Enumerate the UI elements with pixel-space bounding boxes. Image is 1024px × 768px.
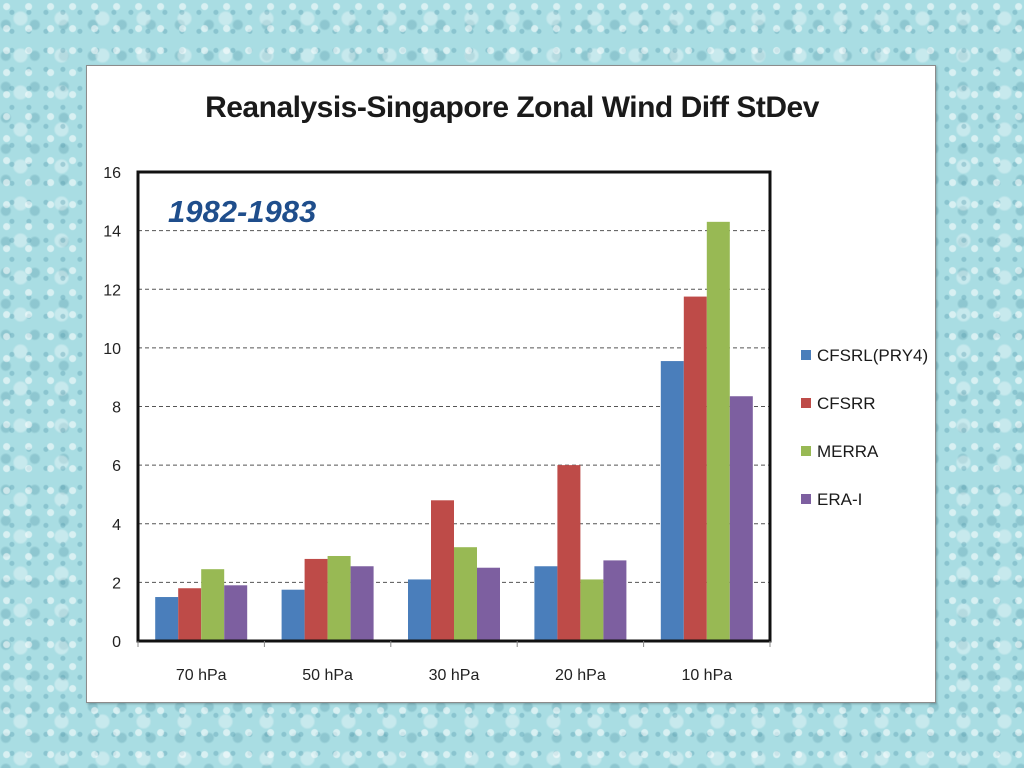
x-tick-label-30-hpa: 30 hPa <box>429 667 480 684</box>
period-annotation: 1982-1983 <box>168 194 316 229</box>
bar-cfsrl-pry4--10-hpa <box>660 361 684 641</box>
legend-label-cfsrr: CFSRR <box>817 394 876 413</box>
bar-cfsrl-pry4--30-hpa <box>408 579 431 641</box>
legend-label-merra: MERRA <box>817 442 879 461</box>
legend-swatch-merra <box>801 446 811 456</box>
bar-era-i-20-hpa <box>603 560 627 641</box>
legend-label-cfsrl-pry4-: CFSRL(PRY4) <box>817 346 928 365</box>
bar-cfsrl-pry4--50-hpa <box>281 589 305 641</box>
bar-merra-20-hpa <box>580 579 604 641</box>
legend-label-era-i: ERA-I <box>817 490 862 509</box>
bar-chart: 0 2 4 6 8 10 12 14 16 70 hPa 50 hPa 30 hPa 20 hPa 10 … <box>103 165 928 684</box>
chart-title: Reanalysis-Singapore Zonal Wind Diff StD… <box>205 91 819 124</box>
legend-swatch-era-i <box>801 494 811 504</box>
y-tick-label-14: 14 <box>103 224 121 241</box>
bar-merra-50-hpa <box>327 555 351 641</box>
bar-era-i-30-hpa <box>477 567 500 641</box>
bar-era-i-70-hpa <box>224 585 248 641</box>
y-tick-label-16: 16 <box>103 165 121 182</box>
bar-cfsrr-50-hpa <box>304 558 328 641</box>
x-tick-label-50-hpa: 50 hPa <box>302 667 353 684</box>
y-tick-label-8: 8 <box>112 400 121 417</box>
bar-cfsrl-pry4--20-hpa <box>534 566 558 641</box>
bar-era-i-50-hpa <box>350 566 374 641</box>
y-tick-label-4: 4 <box>112 517 121 534</box>
bar-merra-30-hpa <box>454 547 477 641</box>
y-tick-label-0: 0 <box>112 634 121 651</box>
y-tick-label-2: 2 <box>112 575 121 592</box>
plot-area-border <box>136 170 772 643</box>
x-tick-label-20-hpa: 20 hPa <box>555 667 606 684</box>
bar-cfsrl-pry4--70-hpa <box>155 597 179 641</box>
bar-cfsrr-30-hpa <box>431 500 454 641</box>
bar-merra-10-hpa <box>706 221 730 642</box>
legend-swatch-cfsrl-pry4- <box>801 350 811 360</box>
bar-cfsrr-20-hpa <box>557 465 581 641</box>
x-tick-label-10-hpa: 10 hPa <box>681 667 732 684</box>
bar-cfsrr-10-hpa <box>683 296 707 641</box>
bar-cfsrr-70-hpa <box>178 588 202 641</box>
chart-frame: Reanalysis-Singapore Zonal Wind Diff StD… <box>86 65 936 703</box>
legend-swatch-cfsrr <box>801 398 811 408</box>
y-tick-label-6: 6 <box>112 458 121 475</box>
bar-merra-70-hpa <box>201 569 225 641</box>
x-tick-label-70-hpa: 70 hPa <box>176 667 227 684</box>
bar-era-i-10-hpa <box>729 396 753 641</box>
y-tick-label-10: 10 <box>103 341 121 358</box>
y-tick-label-12: 12 <box>103 282 121 299</box>
